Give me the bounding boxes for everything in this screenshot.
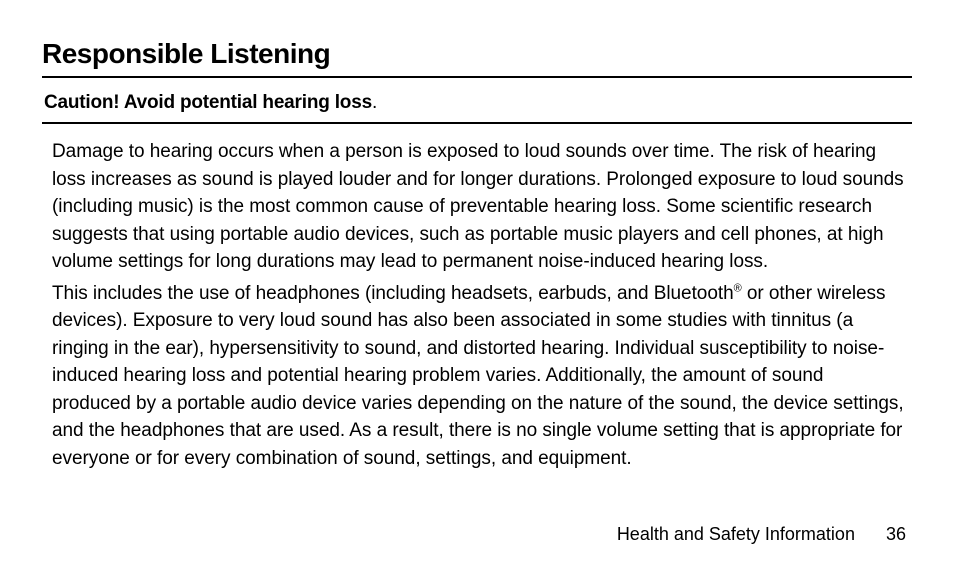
footer-label: Health and Safety Information xyxy=(617,524,855,544)
paragraph-2-b: or other wireless devices). Exposure to … xyxy=(52,283,904,469)
body-block: Damage to hearing occurs when a person i… xyxy=(42,138,912,473)
paragraph-2: This includes the use of headphones (inc… xyxy=(52,280,906,473)
paragraph-2-a: This includes the use of headphones (inc… xyxy=(52,283,734,304)
paragraph-1: Damage to hearing occurs when a person i… xyxy=(52,138,906,276)
caution-tail: . xyxy=(372,92,377,113)
caution-row: Caution! Avoid potential hearing loss. xyxy=(42,88,912,124)
caution-bold: Caution! Avoid potential hearing loss xyxy=(44,92,372,113)
footer-page-number: 36 xyxy=(886,524,906,544)
registered-mark: ® xyxy=(734,282,742,294)
document-page: Responsible Listening Caution! Avoid pot… xyxy=(0,0,954,563)
page-footer: Health and Safety Information 36 xyxy=(617,524,906,545)
section-heading: Responsible Listening xyxy=(42,38,912,78)
